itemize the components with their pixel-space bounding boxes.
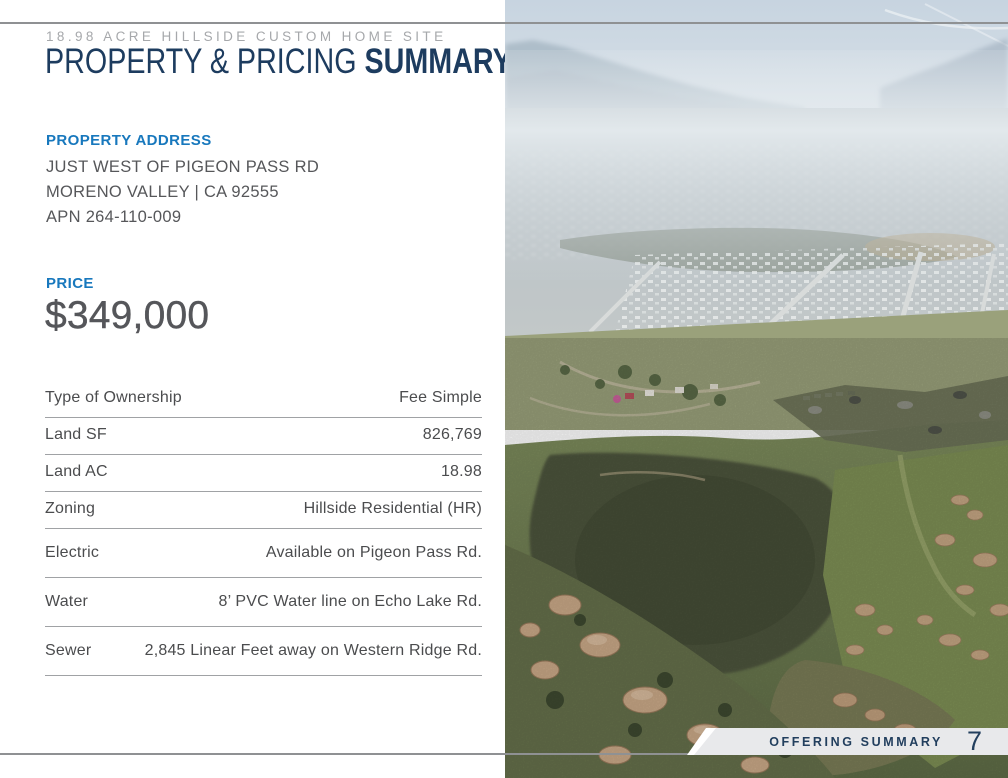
table-row: Land SF 826,769: [45, 418, 482, 455]
page-title-bold: SUMMARY: [364, 42, 512, 81]
spec-label: Water: [45, 593, 89, 610]
spec-value: 2,845 Linear Feet away on Western Ridge …: [144, 642, 482, 659]
spec-value: Available on Pigeon Pass Rd.: [265, 544, 482, 561]
table-row: Sewer 2,845 Linear Feet away on Western …: [45, 627, 482, 676]
page-number: 7: [966, 726, 982, 756]
spec-table: Type of Ownership Fee Simple Land SF 826…: [45, 381, 482, 676]
bottom-rule: [0, 753, 1008, 755]
address-line: JUST WEST OF PIGEON PASS RD: [46, 158, 320, 176]
property-address-label: PROPERTY ADDRESS: [46, 132, 212, 149]
spec-value: Fee Simple: [399, 389, 482, 406]
table-row: Electric Available on Pigeon Pass Rd.: [45, 529, 482, 578]
address-line: APN 264-110-009: [46, 208, 182, 226]
address-line: MORENO VALLEY | CA 92555: [46, 183, 279, 201]
banner-content: OFFERING SUMMARY 7: [680, 728, 1008, 755]
spec-value: 18.98: [440, 463, 482, 480]
price-value: $349,000: [45, 294, 210, 337]
table-row: Zoning Hillside Residential (HR): [45, 492, 482, 529]
top-rule: [0, 22, 1008, 24]
footer-section-label: OFFERING SUMMARY: [769, 734, 943, 749]
page-title: PROPERTY & PRICING SUMMARY: [45, 42, 512, 81]
spec-label: Electric: [45, 544, 100, 561]
spec-value: Hillside Residential (HR): [303, 500, 482, 517]
table-row: Type of Ownership Fee Simple: [45, 381, 482, 418]
property-photo: [505, 0, 1008, 778]
spec-label: Sewer: [45, 642, 92, 659]
spec-value: 826,769: [422, 426, 482, 443]
footer-banner: OFFERING SUMMARY 7: [680, 728, 1008, 755]
table-row: Land AC 18.98: [45, 455, 482, 492]
property-address-block: JUST WEST OF PIGEON PASS RD MORENO VALLE…: [46, 155, 319, 230]
price-label: PRICE: [46, 275, 94, 292]
spec-label: Type of Ownership: [45, 389, 182, 406]
spec-label: Land SF: [45, 426, 107, 443]
photo-grain: [505, 378, 1008, 778]
spec-label: Land AC: [45, 463, 108, 480]
table-row: Water 8’ PVC Water line on Echo Lake Rd.: [45, 578, 482, 627]
spec-label: Zoning: [45, 500, 96, 517]
photo-haze: [505, 50, 1008, 280]
page-title-light: PROPERTY & PRICING: [45, 42, 365, 81]
spec-value: 8’ PVC Water line on Echo Lake Rd.: [218, 593, 482, 610]
kicker-text: 18.98 ACRE HILLSIDE CUSTOM HOME SITE: [46, 29, 447, 44]
banner-band: [694, 728, 1008, 755]
